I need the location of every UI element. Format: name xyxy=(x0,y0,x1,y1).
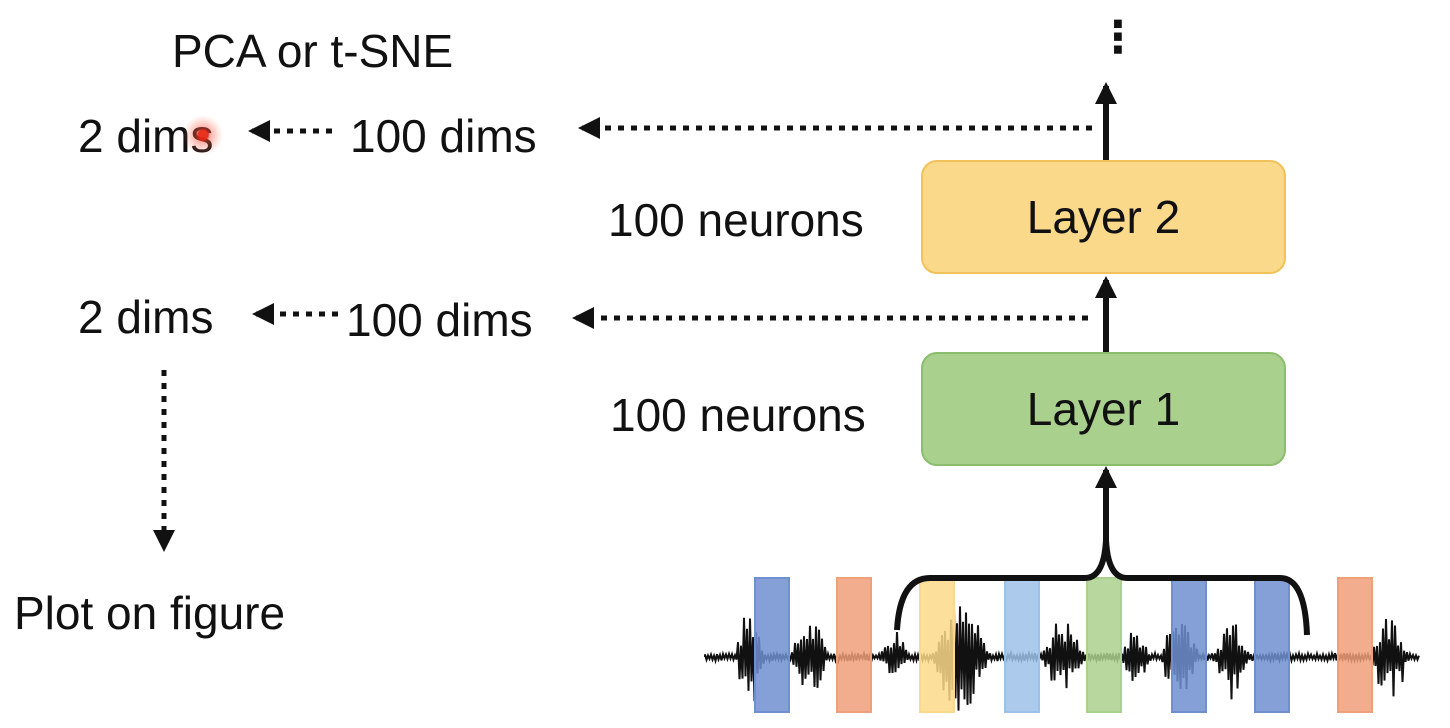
waveform-frame xyxy=(1171,577,1207,713)
waveform-frame xyxy=(919,577,955,713)
layer1-neuron-count: 100 neurons xyxy=(610,389,866,441)
waveform-frame xyxy=(754,577,790,713)
audio-waveform xyxy=(704,606,1420,711)
layer2-neuron-count: 100 neurons xyxy=(608,194,864,246)
waveform-frame xyxy=(1254,577,1290,713)
waveform-frame xyxy=(1086,577,1122,713)
lower-reduced-dims: 2 dims xyxy=(78,291,214,343)
plot-on-figure-label: Plot on figure xyxy=(14,587,286,639)
method-title: PCA or t-SNE xyxy=(172,25,454,77)
layer1-box: Layer 1 xyxy=(921,352,1286,466)
waveform-frame xyxy=(1004,577,1040,713)
upper-original-dims: 100 dims xyxy=(350,110,537,162)
ellipsis-icon: ⋮ xyxy=(1096,13,1140,62)
waveform-frame xyxy=(836,577,872,713)
waveform-frames xyxy=(754,577,1373,713)
lower-original-dims: 100 dims xyxy=(346,294,533,346)
layer2-label: Layer 2 xyxy=(1026,191,1181,243)
waveform-trace xyxy=(704,606,1420,711)
layer2-box: Layer 2 xyxy=(921,160,1286,274)
pointer-cursor xyxy=(183,115,223,155)
layer1-label: Layer 1 xyxy=(1026,383,1181,435)
waveform-frame xyxy=(1337,577,1373,713)
